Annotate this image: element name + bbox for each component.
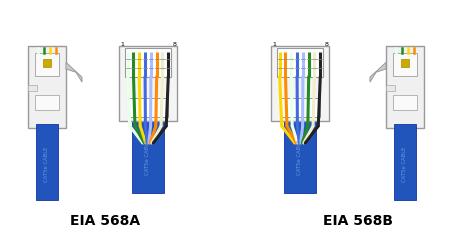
Bar	[392, 95, 417, 110]
Text: 1: 1	[120, 42, 124, 47]
Bar	[35, 53, 59, 75]
Bar	[43, 60, 51, 68]
Bar	[36, 124, 58, 200]
Text: EIA 568B: EIA 568B	[323, 214, 393, 228]
Bar	[28, 46, 66, 128]
Bar	[284, 118, 316, 193]
Text: CAT5e CABLE: CAT5e CABLE	[45, 146, 49, 182]
Bar	[393, 124, 416, 200]
Text: EIA 568A: EIA 568A	[70, 214, 140, 228]
Bar	[386, 46, 424, 128]
Bar	[277, 48, 323, 76]
Bar	[119, 46, 177, 121]
Polygon shape	[370, 62, 386, 82]
Text: CAT5e CABLE: CAT5e CABLE	[146, 139, 151, 175]
Polygon shape	[66, 62, 82, 82]
Text: 8: 8	[172, 42, 176, 47]
Bar	[128, 98, 168, 117]
Bar	[35, 95, 59, 110]
Bar	[392, 53, 417, 75]
Polygon shape	[386, 85, 395, 91]
Polygon shape	[28, 85, 37, 91]
Bar	[271, 46, 329, 121]
Bar	[132, 118, 164, 193]
Text: 1: 1	[272, 42, 276, 47]
Bar	[401, 60, 410, 68]
Bar	[280, 98, 320, 117]
Text: 8: 8	[324, 42, 328, 47]
Text: CAT5e CABLE: CAT5e CABLE	[402, 146, 408, 182]
Bar	[125, 48, 171, 76]
Text: CAT5e CABLE: CAT5e CABLE	[298, 139, 302, 175]
